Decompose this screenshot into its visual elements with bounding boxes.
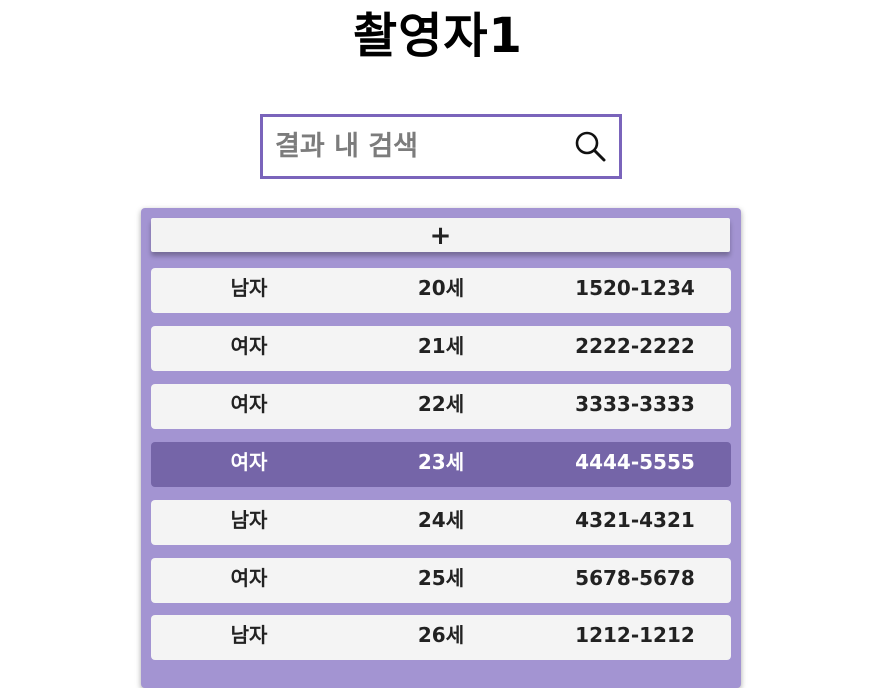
age-cell: 25세 (417, 566, 465, 590)
gender-cell: 여자 (230, 566, 268, 590)
search-icon (575, 131, 606, 162)
table-row[interactable]: 여자 25세 5678-5678 (151, 558, 731, 603)
search-button[interactable] (573, 129, 609, 165)
search-box (260, 114, 622, 179)
age-cell: 23세 (417, 450, 465, 474)
add-participant-button[interactable]: + (151, 218, 730, 252)
table-row[interactable]: 남자 24세 4321-4321 (151, 500, 731, 545)
gender-cell: 여자 (230, 392, 268, 416)
age-cell: 22세 (417, 392, 465, 416)
phone-cell: 4444-5555 (575, 450, 695, 474)
gender-cell: 남자 (230, 276, 268, 300)
age-cell: 26세 (417, 623, 465, 647)
table-row[interactable]: 남자 20세 1520-1234 (151, 268, 731, 313)
age-cell: 24세 (417, 508, 465, 532)
participant-list-panel: + 남자 20세 1520-1234 여자 21세 2222-2222 여자 2… (141, 208, 741, 688)
gender-cell: 남자 (230, 623, 268, 647)
gender-cell: 여자 (230, 334, 268, 358)
gender-cell: 남자 (230, 508, 268, 532)
table-row[interactable]: 여자 22세 3333-3333 (151, 384, 731, 429)
page-title: 촬영자1 (353, 8, 523, 64)
phone-cell: 4321-4321 (575, 508, 695, 532)
age-cell: 21세 (417, 334, 465, 358)
phone-cell: 1212-1212 (575, 623, 695, 647)
phone-cell: 1520-1234 (575, 276, 695, 300)
age-cell: 20세 (417, 276, 465, 300)
table-row[interactable]: 여자 21세 2222-2222 (151, 326, 731, 371)
phone-cell: 2222-2222 (575, 334, 695, 358)
phone-cell: 5678-5678 (575, 566, 695, 590)
table-row-selected[interactable]: 여자 23세 4444-5555 (151, 442, 731, 487)
gender-cell: 여자 (230, 450, 268, 474)
search-input[interactable] (275, 117, 565, 176)
phone-cell: 3333-3333 (575, 392, 695, 416)
table-row[interactable]: 남자 26세 1212-1212 (151, 615, 731, 660)
